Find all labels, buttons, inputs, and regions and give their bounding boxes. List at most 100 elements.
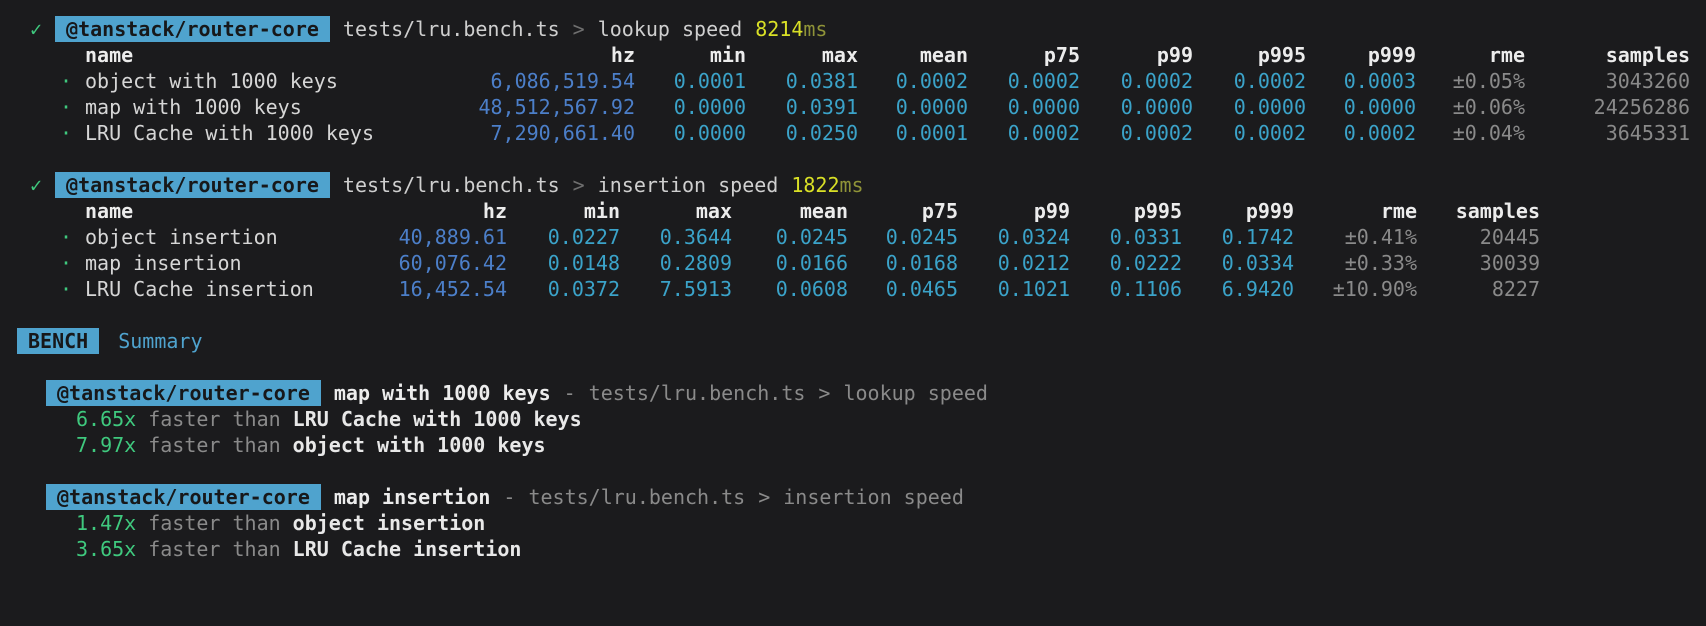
cell-p75: 0.0168 [885,251,958,275]
path-separator: > [572,173,585,197]
cell-samples: 8227 [1491,277,1540,301]
cell-p995: 0.0002 [1233,121,1306,145]
cell-mean: 0.0001 [895,121,968,145]
path-separator: > [758,485,771,509]
bench-file: tests/lru.bench.ts [528,485,746,509]
winner-name: map insertion [333,485,491,509]
comparison-line: 6.65x faster than LRU Cache with 1000 ke… [0,406,1706,432]
cell-p99: 0.1021 [997,277,1070,301]
cell-samples: 20445 [1479,225,1540,249]
bench-summary-header: BENCH Summary [0,328,1706,354]
col-mean: mean [919,43,968,67]
dash-separator: - [503,485,516,509]
cell-p999: 0.0000 [1343,95,1416,119]
cell-p999: 0.1742 [1221,225,1294,249]
cell-samples: 30039 [1479,251,1540,275]
col-p999: p999 [1367,43,1416,67]
cell-p99: 0.0212 [997,251,1070,275]
bench-group: lookup speed [597,17,743,41]
table-row: · map insertion 60,076.42 0.0148 0.2809 … [60,250,1706,276]
cell-name: map insertion [85,251,242,275]
cell-hz: 48,512,567.92 [478,95,635,119]
package-badge: @tanstack/router-core [55,16,330,42]
cell-mean: 0.0166 [775,251,848,275]
duration: 1822ms [791,172,863,198]
table-row: · object with 1000 keys 6,086,519.54 0.0… [60,68,1706,94]
package-badge: @tanstack/router-core [46,380,321,406]
bullet-icon: · [60,251,73,275]
cell-p75: 0.0465 [885,277,958,301]
duration-unit: ms [803,17,828,41]
cell-samples: 3043260 [1605,69,1690,93]
bench-group: insertion speed [783,485,964,509]
cell-mean: 0.0245 [775,225,848,249]
cell-p995: 0.0331 [1109,225,1182,249]
cell-hz: 6,086,519.54 [490,69,636,93]
cell-max: 0.0381 [785,69,858,93]
cell-name: object insertion [85,225,278,249]
cell-mean: 0.0608 [775,277,848,301]
duration-value: 8214 [755,17,804,41]
cell-max: 7.5913 [659,277,732,301]
cell-p99: 0.0000 [1120,95,1193,119]
cell-rme: ±0.06% [1452,95,1525,119]
bullet-icon: · [60,121,73,145]
cell-p99: 0.0002 [1120,69,1193,93]
cell-min: 0.0000 [673,121,746,145]
cell-hz: 40,889.61 [398,225,507,249]
bench-table-insertion: name hz min max mean p75 p99 p995 p999 r… [0,198,1706,302]
cell-p995: 0.1106 [1109,277,1182,301]
comparison-label: faster than [148,407,281,431]
col-min: min [709,43,746,67]
comparison-target: object with 1000 keys [292,433,546,457]
bullet-icon: · [60,277,73,301]
col-max: max [821,43,858,67]
winner-name: map with 1000 keys [333,381,551,405]
col-samples: samples [1455,199,1540,223]
col-p999: p999 [1245,199,1294,223]
cell-min: 0.0148 [547,251,620,275]
package-badge: @tanstack/router-core [55,172,330,198]
cell-mean: 0.0002 [895,69,968,93]
summary-title: Summary [118,329,203,353]
col-p99: p99 [1156,43,1193,67]
col-rme: rme [1488,43,1525,67]
comparison-target: LRU Cache with 1000 keys [292,407,582,431]
col-name: name [85,199,134,223]
col-p75: p75 [1043,43,1080,67]
cell-rme: ±0.33% [1344,251,1417,275]
cell-rme: ±10.90% [1332,277,1417,301]
cell-p75: 0.0245 [885,225,958,249]
cell-mean: 0.0000 [895,95,968,119]
cell-samples: 3645331 [1605,121,1690,145]
cell-hz: 7,290,661.40 [490,121,636,145]
cell-rme: ±0.41% [1344,225,1417,249]
dash-separator: - [563,381,576,405]
duration-unit: ms [839,173,864,197]
cell-name: LRU Cache insertion [85,277,314,301]
cell-p995: 0.0000 [1233,95,1306,119]
path-separator: > [572,17,585,41]
cell-samples: 24256286 [1593,95,1690,119]
table-header-row: name hz min max mean p75 p99 p995 p999 r… [60,42,1706,68]
path-separator: > [818,381,831,405]
cell-rme: ±0.04% [1452,121,1525,145]
col-rme: rme [1380,199,1417,223]
cell-name: object with 1000 keys [85,69,338,93]
cell-max: 0.3644 [659,225,732,249]
bullet-icon: · [60,95,73,119]
cell-p75: 0.0002 [1007,121,1080,145]
table-row: · LRU Cache with 1000 keys 7,290,661.40 … [60,120,1706,146]
table-header-row: name hz min max mean p75 p99 p995 p999 r… [60,198,1706,224]
bench-file: tests/lru.bench.ts [588,381,806,405]
cell-p999: 6.9420 [1221,277,1294,301]
suite-heading-lookup: ✓ @tanstack/router-core tests/lru.bench.… [0,16,1706,42]
col-hz: hz [482,199,507,223]
comparison-label: faster than [148,511,281,535]
cell-hz: 16,452.54 [398,277,507,301]
cell-p99: 0.0324 [997,225,1070,249]
cell-p999: 0.0334 [1221,251,1294,275]
cell-p999: 0.0002 [1343,121,1416,145]
bench-badge: BENCH [17,328,100,354]
